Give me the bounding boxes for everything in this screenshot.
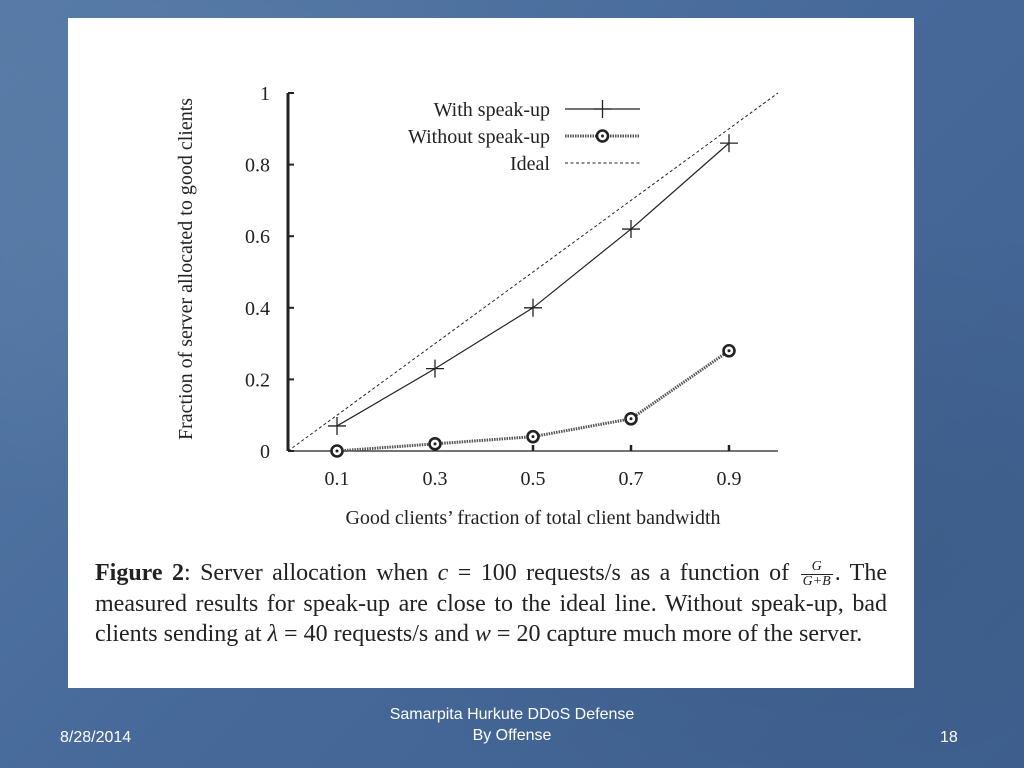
x-tick-label: 0.7: [619, 468, 644, 490]
x-tick-label: 0.5: [521, 468, 546, 490]
legend: With speak-up Without speak-up Ideal: [408, 99, 640, 175]
series-line-1: [336, 349, 730, 453]
y-tick-label: 0: [260, 441, 270, 463]
series-1-point-3-center: [629, 417, 633, 421]
series-0-point-0: [328, 416, 346, 435]
legend-label-2: Ideal: [510, 153, 550, 175]
series-1-point-0-center: [335, 449, 339, 453]
caption-text-2: = 100 requests/s as a function of: [448, 560, 799, 586]
series-0-point-1: [426, 359, 444, 378]
axes: 0 0.2 0.4 0.6 0.8 1 0.1 0.3 0.5 0.7 0.9 Good client…: [175, 83, 778, 529]
caption-text-5: = 20 capture much more of the server.: [490, 620, 863, 647]
y-tick-label: 0.4: [245, 298, 270, 320]
series-0-point-3: [622, 220, 640, 239]
caption-label: Figure 2: [95, 560, 184, 586]
caption-text-1: : Server allocation when: [183, 560, 438, 586]
series-1-point-4-center: [727, 349, 731, 353]
y-axis-label: Fraction of server allocated to good cli…: [175, 98, 197, 440]
fraction-denominator: G+B: [802, 573, 831, 589]
footer-date: 8/28/2014: [60, 729, 132, 746]
caption-c-symbol: c: [437, 560, 449, 586]
series-layer: [287, 92, 779, 458]
footer-title-line-2: By Offense: [472, 727, 552, 744]
x-tick-label: 0.3: [423, 468, 448, 490]
y-tick-label: 0.2: [245, 369, 270, 391]
y-tick-label: 0.8: [245, 155, 270, 177]
line-chart: 0 0.2 0.4 0.6 0.8 1 0.1 0.3 0.5 0.7 0.9 Good client…: [175, 83, 779, 529]
figure-panel: 0 0.2 0.4 0.6 0.8 1 0.1 0.3 0.5 0.7 0.9 Good client…: [68, 18, 914, 688]
legend-label-0: With speak-up: [434, 99, 550, 121]
figure-caption: Figure 2: Server allocation when c = 100…: [95, 558, 887, 649]
series-line-2: [287, 92, 779, 452]
y-tick-label: 1: [260, 83, 270, 105]
legend-marker-1-center: [601, 134, 604, 138]
series-1-point-2-center: [531, 435, 535, 439]
slide-number: 18: [940, 729, 958, 746]
fraction-numerator: G: [800, 559, 833, 575]
legend-marker-0: [593, 100, 612, 118]
footer-title-line-1: Samarpita Hurkute DDoS Defense: [389, 706, 635, 723]
caption-lambda-symbol: λ: [267, 620, 279, 647]
footer-title: Samarpita Hurkute DDoS Defense By Offens…: [340, 704, 684, 746]
y-tick-label: 0.6: [245, 226, 270, 248]
series-1-point-1-center: [433, 442, 437, 446]
x-tick-label: 0.9: [717, 468, 742, 490]
legend-label-1: Without speak-up: [408, 126, 550, 148]
series-0-point-2: [524, 298, 542, 317]
series-line-0: [336, 142, 730, 427]
x-tick-label: 0.1: [325, 468, 350, 490]
caption-fraction: G G+B: [800, 559, 833, 589]
x-axis-label: Good clients’ fraction of total client b…: [345, 507, 720, 529]
caption-w-symbol: w: [474, 620, 491, 647]
caption-text-4: = 40 requests/s and: [278, 620, 475, 647]
caption-text-3: . The measured results for speak-up are …: [95, 560, 887, 647]
series-0-point-4: [720, 134, 738, 153]
